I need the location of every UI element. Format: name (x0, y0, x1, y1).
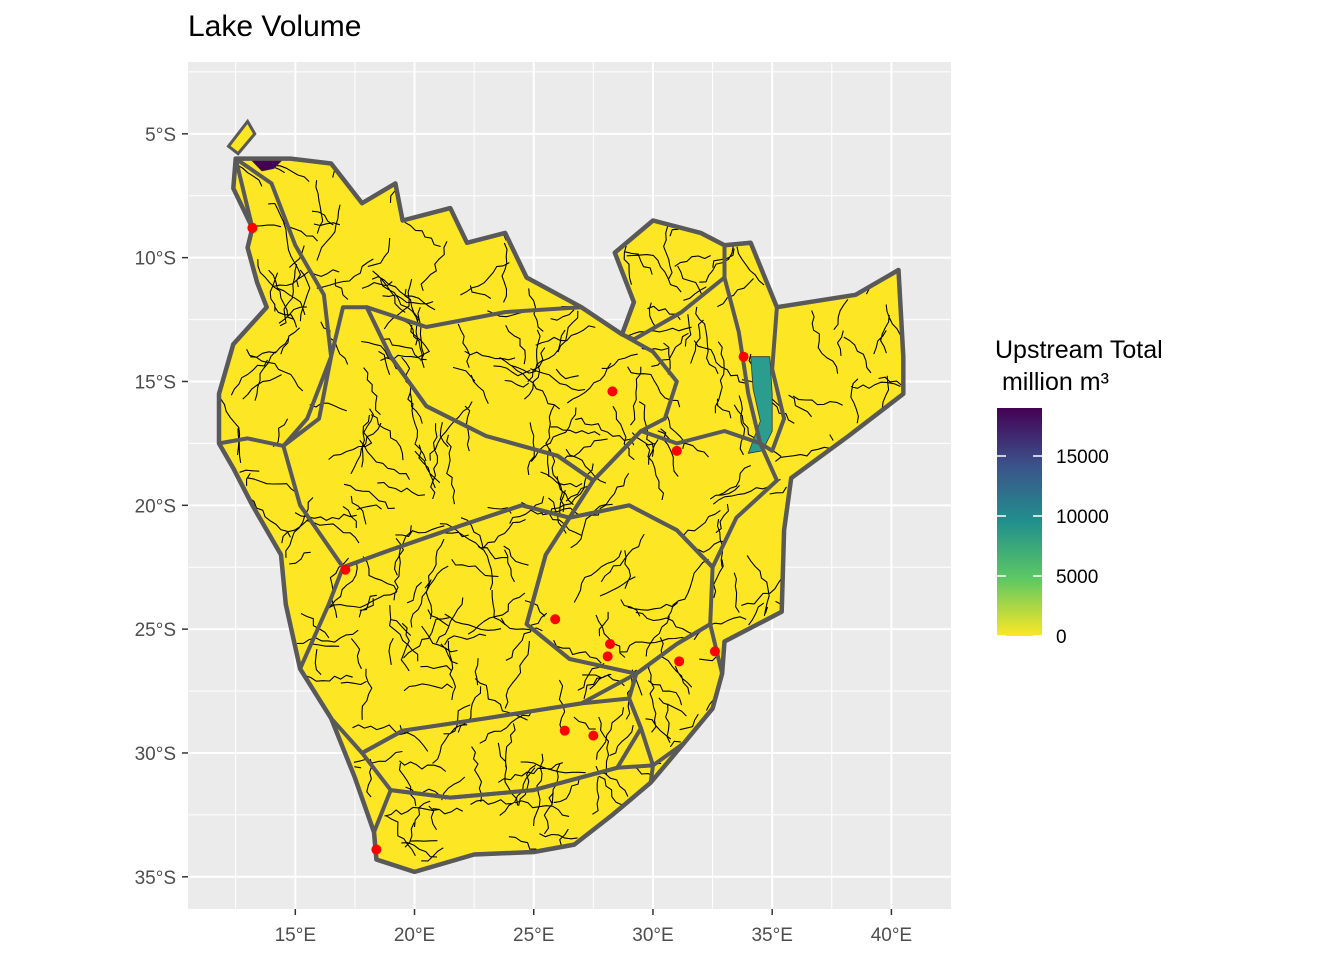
river-network (220, 159, 903, 862)
station-point (607, 386, 618, 397)
map-title: Lake Volume (188, 10, 362, 43)
legend-tick-label: 5000 (1056, 567, 1098, 588)
legend-ticks: 15000 10000 5000 0 (997, 447, 1109, 648)
y-tick-label: 25°S (135, 620, 176, 641)
axis-labels: 15°E 20°E 25°E 30°E 35°E 40°E 5°S 10°S 15°S 20°S 2… (135, 125, 913, 946)
x-tick-label: 20°E (394, 925, 435, 946)
outer-border (216, 156, 906, 875)
station-point (588, 730, 599, 741)
y-tick-label: 35°S (135, 868, 176, 889)
station-point (602, 651, 613, 662)
x-tick-label: 30°E (632, 925, 673, 946)
station-point (738, 351, 749, 362)
y-tick-label: 5°S (145, 125, 176, 146)
x-tick-label: 15°E (275, 925, 316, 946)
basin-border (567, 429, 779, 570)
x-tick-label: 35°E (751, 925, 792, 946)
station-point (247, 222, 258, 233)
station-point (709, 646, 720, 657)
y-tick-label: 15°S (135, 372, 176, 393)
legend-title-line1: Upstream Total (995, 336, 1163, 364)
station-point (674, 656, 685, 667)
x-tick-label: 40°E (871, 925, 912, 946)
legend-title-line2: million m³ (995, 368, 1109, 396)
station-point (550, 614, 561, 625)
x-tick-label: 25°E (513, 925, 554, 946)
legend-tick-label: 10000 (1056, 507, 1109, 528)
basin-border (722, 240, 787, 453)
station-point (371, 844, 382, 855)
station-point (559, 725, 570, 736)
cabinda-enclave (226, 118, 257, 156)
station-points (247, 222, 749, 855)
legend-tick-label: 15000 (1056, 447, 1109, 468)
legend: Upstream Total million m³ 15000 10000 5000… (995, 336, 1163, 648)
y-tick-label: 30°S (135, 744, 176, 765)
basin-borders (216, 156, 906, 875)
y-tick-label: 10°S (135, 249, 176, 270)
station-point (340, 564, 351, 575)
station-point (671, 445, 682, 456)
station-point (605, 639, 616, 650)
legend-colorbar (997, 408, 1042, 636)
basin-border (364, 305, 679, 483)
legend-tick-label: 0 (1056, 627, 1067, 648)
y-tick-label: 20°S (135, 496, 176, 517)
river-lines (220, 159, 903, 862)
